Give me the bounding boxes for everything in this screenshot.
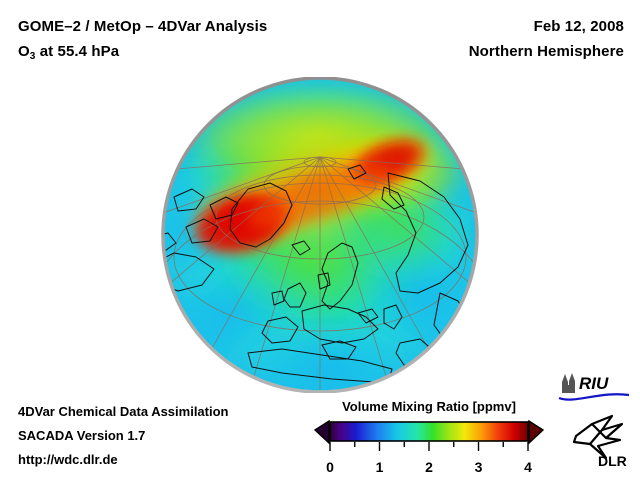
- date-label: Feb 12, 2008: [533, 18, 624, 35]
- globe-map: [152, 77, 488, 393]
- riu-logo-text: RIU: [579, 374, 609, 393]
- cathedral-icon: [562, 373, 575, 393]
- colorbar-gradient: [329, 421, 529, 442]
- dlr-logo-text: DLR: [598, 453, 627, 469]
- riu-wave-icon: [558, 393, 630, 401]
- footer-left-block: 4DVar Chemical Data Assimilation SACADA …: [18, 400, 308, 472]
- riu-logo: RIU: [556, 371, 632, 403]
- header-right-block: Feb 12, 2008 Northern Hemisphere: [364, 14, 624, 64]
- colorbar-tick-label: 3: [474, 459, 483, 475]
- colorbar-tick-label: 2: [425, 459, 433, 475]
- species-pressure-label: O3 at 55.4 hPa: [18, 39, 398, 66]
- riu-logo-svg: RIU: [558, 373, 630, 401]
- colorbar-graphic: [313, 419, 545, 451]
- species-subscript: 3: [29, 51, 36, 62]
- dlr-mark-icon: [572, 414, 624, 460]
- colorbar-tick-label: 1: [375, 459, 384, 475]
- pressure-level-text: at 55.4 hPa: [35, 43, 120, 60]
- url-label[interactable]: http://wdc.dlr.de: [18, 452, 118, 467]
- hemisphere-label: Northern Hemisphere: [468, 43, 624, 60]
- globe-svg: [161, 77, 479, 393]
- assimilation-label: 4DVar Chemical Data Assimilation: [18, 404, 229, 419]
- colorbar: Volume Mixing Ratio [ppmv] 0 1 2 3 4: [313, 399, 545, 477]
- colorbar-tick-label: 0: [326, 459, 334, 475]
- colorbar-under-arrow: [313, 419, 330, 445]
- graticule: [163, 156, 477, 392]
- version-label: SACADA Version 1.7: [18, 428, 146, 443]
- header-left-block: GOME–2 / MetOp – 4DVar Analysis O3 at 55…: [18, 14, 398, 66]
- colorbar-tick-label: 4: [524, 459, 532, 475]
- colorbar-ticks: [329, 442, 529, 451]
- colorbar-title: Volume Mixing Ratio [ppmv]: [342, 399, 516, 414]
- dlr-logo: DLR: [568, 410, 630, 470]
- colorbar-over-arrow: [528, 419, 545, 445]
- species-symbol: O: [18, 43, 30, 60]
- colorbar-tick-labels: 0 1 2 3 4: [313, 459, 545, 477]
- globe-rim: [161, 77, 479, 393]
- page-title: GOME–2 / MetOp – 4DVar Analysis: [18, 18, 268, 35]
- dlr-logo-svg: DLR: [572, 414, 627, 469]
